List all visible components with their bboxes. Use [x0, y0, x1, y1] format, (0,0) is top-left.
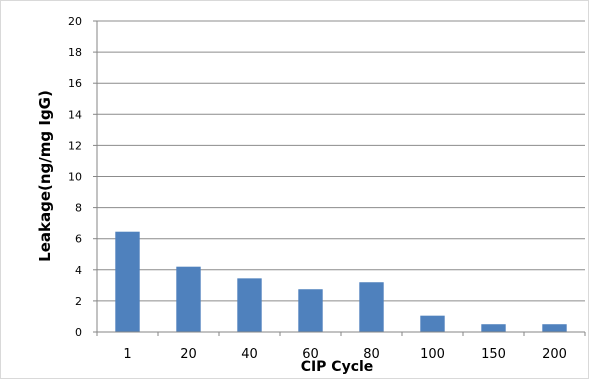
y-tick-label: 8: [75, 202, 82, 215]
x-tick-label: 1: [123, 347, 131, 362]
bar-150: [481, 324, 506, 332]
y-tick-label: 6: [75, 233, 82, 246]
y-tick-label: 18: [68, 46, 82, 59]
grid-lines: [97, 20, 585, 302]
bar-40: [237, 278, 262, 332]
y-tick-label: 4: [75, 264, 82, 277]
x-tick-label: 150: [481, 347, 506, 362]
x-tick-label: 20: [180, 347, 197, 362]
x-tick-label: 40: [241, 347, 258, 362]
bar-1: [115, 231, 140, 332]
x-tick-label: 100: [420, 347, 445, 362]
y-tick-label: 10: [68, 171, 82, 184]
bars: [115, 231, 567, 332]
x-tick-label: 60: [302, 347, 319, 362]
bar-80: [359, 282, 384, 332]
axes: [93, 20, 586, 336]
y-tick-label: 12: [68, 139, 82, 152]
y-tick-label: 2: [75, 295, 82, 308]
x-tick-label: 80: [363, 347, 380, 362]
y-axis-ticks: 0 2 4 6 8 10 12 14 16 18 20: [68, 15, 82, 339]
bar-20: [176, 266, 201, 332]
bar-100: [420, 315, 445, 332]
x-axis-ticks: 1 20 40 60 80 100 150 200: [123, 347, 567, 362]
y-tick-label: 14: [68, 108, 82, 121]
y-tick-label: 0: [75, 326, 82, 339]
x-axis-title: CIP Cycle: [301, 359, 374, 375]
bar-200: [542, 324, 567, 332]
y-axis-title: Leakage(ng/mg IgG): [36, 90, 54, 262]
y-tick-label: 16: [68, 77, 82, 90]
bar-60: [298, 289, 323, 332]
y-tick-label: 20: [68, 15, 82, 28]
x-tick-label: 200: [542, 347, 567, 362]
